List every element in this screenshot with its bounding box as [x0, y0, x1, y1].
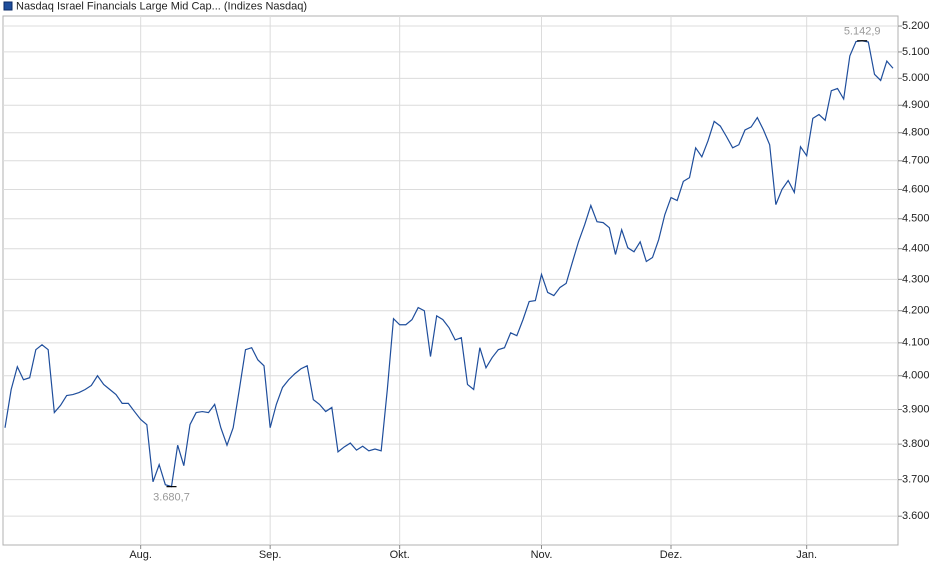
- x-tick-label: Jan.: [796, 549, 817, 561]
- line: [4, 40, 894, 488]
- legend-label: Nasdaq Israel Financials Large Mid Cap..…: [16, 0, 307, 12]
- x-tick-label: Okt.: [390, 549, 410, 561]
- y-tick-label: 4.300: [902, 273, 930, 285]
- y-tick-label: 3.600: [902, 510, 930, 522]
- x-tick-label: Dez.: [660, 549, 683, 561]
- y-tick-label: 5.100: [902, 46, 930, 58]
- y-tick-label: 4.000: [902, 370, 930, 382]
- max-label: 5.142,9: [844, 26, 881, 38]
- y-tick-label: 3.900: [902, 403, 930, 415]
- plot-frame: [2, 15, 899, 546]
- y-tick-label: 3.800: [902, 438, 930, 450]
- x-tick-label: Nov.: [531, 549, 553, 561]
- y-tick-label: 4.500: [902, 213, 930, 225]
- y-tick-label: 5.200: [902, 20, 930, 32]
- y-tick-label: 4.100: [902, 337, 930, 349]
- y-tick-label: 5.000: [902, 72, 930, 84]
- y-tick-label: 4.600: [902, 183, 930, 195]
- y-tick-label: 3.700: [902, 474, 930, 486]
- y-tick-label: 4.400: [902, 243, 930, 255]
- y-tick-label: 4.200: [902, 305, 930, 317]
- x-tick-label: Sep.: [259, 549, 282, 561]
- y-tick-label: 4.800: [902, 127, 930, 139]
- y-tick-label: 4.700: [902, 155, 930, 167]
- y-tick-label: 4.900: [902, 99, 930, 111]
- legend-swatch: [3, 1, 13, 11]
- min-label: 3.680,7: [153, 492, 190, 504]
- x-tick-label: Aug.: [129, 549, 152, 561]
